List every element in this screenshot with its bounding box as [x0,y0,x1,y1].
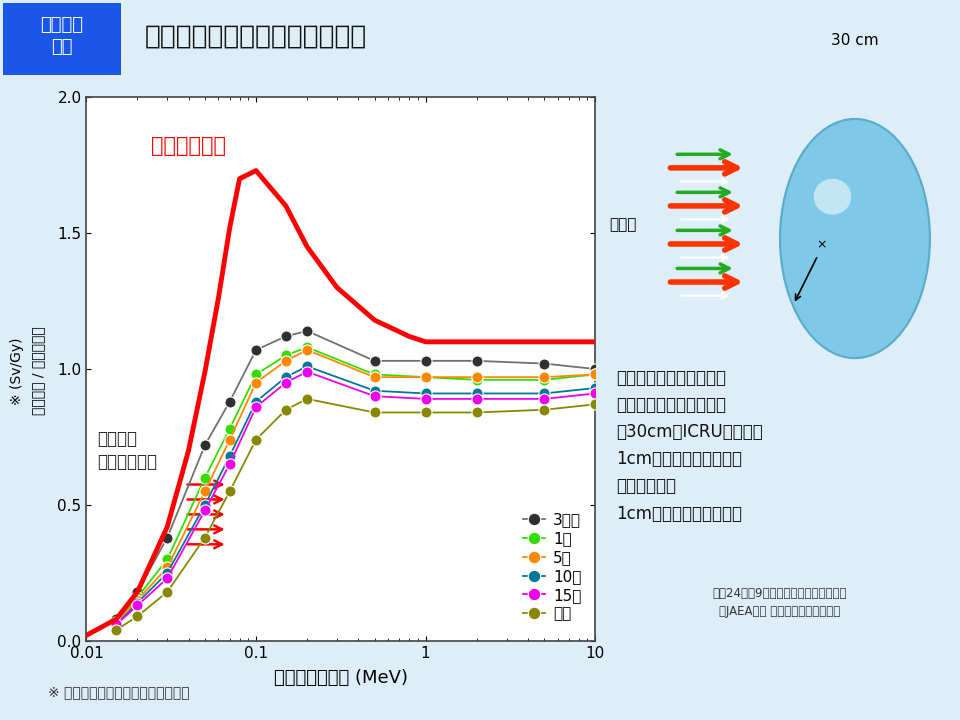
Text: 30 cm: 30 cm [831,33,878,48]
Text: ※ (Sv/Gy): ※ (Sv/Gy) [11,337,24,405]
Text: ×: × [816,238,827,251]
Text: 放射線の
単位: 放射線の 単位 [40,17,84,56]
Text: 放射線: 放射線 [610,217,637,233]
Text: 平成24年第9回原子力委員会資料第一号
（JAEA遠藤 章氏の報告）より抜粋: 平成24年第9回原子力委員会資料第一号 （JAEA遠藤 章氏の報告）より抜粋 [712,588,848,618]
Text: 実効線量
（回転照射）: 実効線量 （回転照射） [97,430,156,472]
Circle shape [780,119,930,358]
Legend: 3ヶ月, 1歳, 5歳, 10歳, 15歳, 成人: 3ヶ月, 1歳, 5歳, 10歳, 15歳, 成人 [516,506,588,628]
Text: ※ 空気カーマとは物理量の単位です: ※ 空気カーマとは物理量の単位です [48,685,190,700]
Bar [3,3,121,75]
Text: 実効線量 / 空気カーマ: 実効線量 / 空気カーマ [32,326,45,415]
Text: 実効線量と線量当量の値の違い: 実効線量と線量当量の値の違い [145,23,368,50]
Ellipse shape [814,179,852,215]
Text: サーベイメータで測定さ
れる周辺線量当量は、直
径30cmのICRU球の深さ
1cmにおける線量当量で
定義される。
1cm線量当量とも言う。: サーベイメータで測定さ れる周辺線量当量は、直 径30cmのICRU球の深さ 1… [616,369,763,523]
Text: 周辺線量当量: 周辺線量当量 [151,135,226,156]
X-axis label: 光子エネルギー (MeV): 光子エネルギー (MeV) [274,669,408,687]
